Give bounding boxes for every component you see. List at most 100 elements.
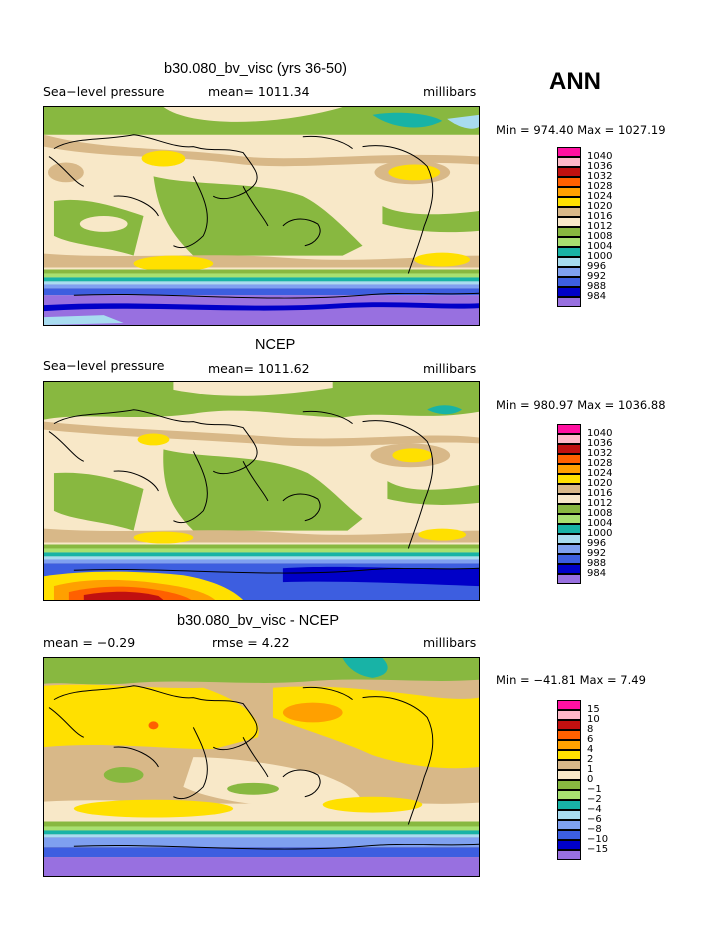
legend-swatch bbox=[557, 227, 581, 237]
legend-label: 4 bbox=[587, 744, 594, 755]
legend-label: 992 bbox=[587, 271, 607, 282]
legend-swatch bbox=[557, 267, 581, 277]
panel-1-minmax: Min = 974.40 Max = 1027.19 bbox=[496, 123, 666, 137]
legend-label: 1016 bbox=[587, 488, 613, 499]
panel-2-title: NCEP bbox=[255, 337, 296, 353]
legend-swatch bbox=[557, 257, 581, 267]
legend-swatch bbox=[557, 484, 581, 494]
legend-swatch bbox=[557, 830, 581, 840]
legend-label: −15 bbox=[587, 844, 609, 855]
legend-label: 1008 bbox=[587, 508, 613, 519]
panel-2-minmax: Min = 980.97 Max = 1036.88 bbox=[496, 398, 666, 412]
legend-label: 1036 bbox=[587, 438, 613, 449]
legend-swatch bbox=[557, 534, 581, 544]
legend-label: 1000 bbox=[587, 528, 613, 539]
legend-swatch bbox=[557, 464, 581, 474]
panel-1-units: millibars bbox=[423, 84, 477, 99]
legend-label: 15 bbox=[587, 704, 600, 715]
panel-3-units: millibars bbox=[423, 635, 477, 650]
legend-swatch bbox=[557, 177, 581, 187]
legend-label: 1040 bbox=[587, 151, 613, 162]
panel-3-rmse: rmse = 4.22 bbox=[212, 635, 290, 650]
legend-swatch bbox=[557, 167, 581, 177]
legend-label: 1032 bbox=[587, 171, 613, 182]
legend-swatch bbox=[557, 544, 581, 554]
panel-2-map bbox=[43, 381, 480, 601]
legend-swatch bbox=[557, 504, 581, 514]
legend-label: 1012 bbox=[587, 221, 613, 232]
legend-label: 988 bbox=[587, 558, 607, 569]
legend-swatch bbox=[557, 710, 581, 720]
panel-1-map bbox=[43, 106, 480, 326]
legend-swatch bbox=[557, 474, 581, 484]
legend-label: 1032 bbox=[587, 448, 613, 459]
legend-swatch bbox=[557, 237, 581, 247]
legend-label: 1024 bbox=[587, 191, 613, 202]
panel-3-minmax: Min = −41.81 Max = 7.49 bbox=[496, 673, 646, 687]
legend-swatch bbox=[557, 157, 581, 167]
legend-swatch bbox=[557, 444, 581, 454]
panel-2-variable-label: Sea−level pressure bbox=[43, 358, 165, 373]
legend-swatch bbox=[557, 820, 581, 830]
legend-label: 1020 bbox=[587, 478, 613, 489]
legend-label: 1004 bbox=[587, 241, 613, 252]
season-label: ANN bbox=[549, 68, 601, 95]
legend-label: −8 bbox=[587, 824, 602, 835]
legend-label: −6 bbox=[587, 814, 602, 825]
legend-swatch bbox=[557, 790, 581, 800]
panel-1-mean: mean= 1011.34 bbox=[208, 84, 310, 99]
panel-3-map bbox=[43, 657, 480, 877]
legend-label: 1016 bbox=[587, 211, 613, 222]
legend-label: 1008 bbox=[587, 231, 613, 242]
legend-swatch bbox=[557, 247, 581, 257]
legend-swatch bbox=[557, 147, 581, 157]
legend-swatch bbox=[557, 514, 581, 524]
panel-3-title: b30.080_bv_visc - NCEP bbox=[177, 613, 339, 629]
legend-label: 988 bbox=[587, 281, 607, 292]
legend-swatch bbox=[557, 760, 581, 770]
legend-swatch bbox=[557, 287, 581, 297]
legend-swatch bbox=[557, 800, 581, 810]
legend-label: 0 bbox=[587, 774, 594, 785]
legend-label: −4 bbox=[587, 804, 602, 815]
legend-label: 984 bbox=[587, 291, 607, 302]
legend-swatch bbox=[557, 217, 581, 227]
legend-label: 984 bbox=[587, 568, 607, 579]
legend-label: 996 bbox=[587, 261, 607, 272]
legend-swatch bbox=[557, 494, 581, 504]
panel-1-variable-label: Sea−level pressure bbox=[43, 84, 165, 99]
legend-swatch bbox=[557, 277, 581, 287]
legend-swatch bbox=[557, 840, 581, 850]
legend-label: 1028 bbox=[587, 181, 613, 192]
panel-2-map-svg bbox=[44, 382, 479, 600]
legend-label: 992 bbox=[587, 548, 607, 559]
panel-2-mean: mean= 1011.62 bbox=[208, 361, 310, 376]
legend-label: 6 bbox=[587, 734, 594, 745]
legend-label: 1012 bbox=[587, 498, 613, 509]
legend-label: 2 bbox=[587, 754, 594, 765]
legend-label: 996 bbox=[587, 538, 607, 549]
legend-swatch bbox=[557, 730, 581, 740]
legend-swatch bbox=[557, 187, 581, 197]
legend-swatch bbox=[557, 434, 581, 444]
legend-swatch bbox=[557, 740, 581, 750]
legend-label: 1040 bbox=[587, 428, 613, 439]
legend-swatch bbox=[557, 207, 581, 217]
legend-swatch bbox=[557, 454, 581, 464]
legend-swatch bbox=[557, 297, 581, 307]
legend-swatch bbox=[557, 424, 581, 434]
legend-swatch bbox=[557, 720, 581, 730]
legend-swatch bbox=[557, 810, 581, 820]
legend-label: 10 bbox=[587, 714, 600, 725]
legend-swatch bbox=[557, 554, 581, 564]
legend-label: 1036 bbox=[587, 161, 613, 172]
panel-3-mean: mean = −0.29 bbox=[43, 635, 136, 650]
panel-3-map-svg bbox=[44, 658, 479, 876]
panel-1-title: b30.080_bv_visc (yrs 36-50) bbox=[164, 61, 347, 77]
panel-1-map-svg bbox=[44, 107, 479, 325]
legend-label: 8 bbox=[587, 724, 594, 735]
legend-label: 1000 bbox=[587, 251, 613, 262]
legend-swatch bbox=[557, 197, 581, 207]
legend-swatch bbox=[557, 850, 581, 860]
legend-label: 1020 bbox=[587, 201, 613, 212]
